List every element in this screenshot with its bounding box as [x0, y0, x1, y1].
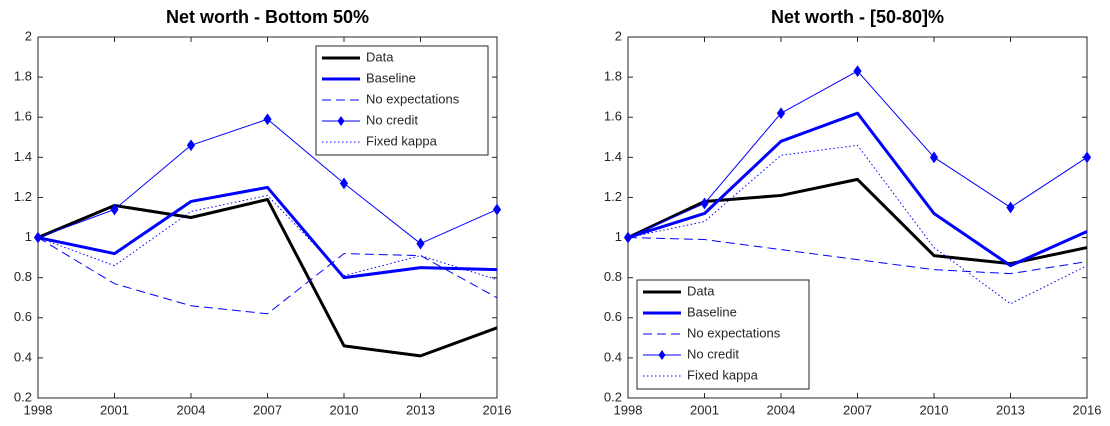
legend-label: Data — [366, 49, 394, 64]
y-tick-label: 1.4 — [14, 149, 32, 164]
x-tick-label: 2004 — [767, 402, 796, 417]
y-tick-label: 0.8 — [14, 269, 32, 284]
point-marker — [492, 203, 502, 216]
legend-marker — [658, 350, 666, 360]
point-marker — [110, 203, 119, 216]
legend-label: Baseline — [687, 304, 737, 319]
legend-label: Data — [687, 283, 715, 298]
x-tick-label: 2007 — [843, 402, 872, 417]
x-tick-label: 2001 — [690, 402, 719, 417]
y-tick-label: 1 — [615, 229, 622, 244]
legend-label: No expectations — [687, 325, 781, 340]
series-line — [627, 111, 1088, 268]
x-tick-label: 2001 — [100, 402, 129, 417]
x-tick-label: 2016 — [1073, 402, 1102, 417]
point-marker — [339, 177, 349, 190]
x-tick-label: 2013 — [406, 402, 435, 417]
legend-label: Fixed kappa — [687, 367, 759, 382]
point-marker — [853, 65, 862, 77]
y-tick-label: 0.6 — [14, 309, 32, 324]
axes-box — [627, 36, 1088, 399]
series-line — [37, 237, 498, 315]
x-tick-label: 2007 — [253, 402, 282, 417]
y-tick-label: 2 — [25, 28, 32, 43]
y-tick-label: 2 — [615, 28, 622, 43]
series-line — [37, 194, 498, 281]
chart-title: Net worth - Bottom 50% — [166, 7, 369, 27]
point-marker — [1006, 201, 1015, 214]
y-tick-label: 1 — [25, 229, 32, 244]
series-line — [627, 177, 1088, 266]
y-tick-label: 1.2 — [14, 189, 32, 204]
y-tick-label: 0.8 — [604, 269, 622, 284]
y-tick-label: 0.4 — [14, 349, 32, 364]
y-tick-label: 1.8 — [14, 69, 32, 84]
x-tick-label: 2010 — [920, 402, 949, 417]
y-tick-label: 1.6 — [604, 109, 622, 124]
point-marker — [623, 231, 633, 244]
y-tick-label: 0.6 — [604, 309, 622, 324]
chart-title: Net worth - [50-80]% — [771, 7, 944, 27]
series-line — [37, 185, 498, 280]
point-marker — [929, 151, 939, 164]
x-tick-label: 2004 — [177, 402, 206, 417]
x-tick-label: 2016 — [483, 402, 512, 417]
series-line — [627, 70, 1088, 239]
legend-label: Baseline — [366, 70, 416, 85]
series-line — [37, 197, 498, 358]
legend-label: No credit — [366, 112, 418, 127]
x-tick-label: 1998 — [24, 402, 53, 417]
x-tick-label: 1998 — [614, 402, 643, 417]
y-tick-label: 1.4 — [604, 149, 622, 164]
y-tick-label: 0.2 — [604, 389, 622, 404]
point-marker — [1082, 151, 1092, 164]
axes-box — [37, 36, 498, 399]
point-marker — [263, 113, 272, 126]
x-tick-label: 2010 — [330, 402, 359, 417]
x-tick-label: 2013 — [996, 402, 1025, 417]
point-marker — [416, 237, 425, 250]
legend-label: Fixed kappa — [366, 133, 438, 148]
y-tick-label: 1.8 — [604, 69, 622, 84]
point-marker — [186, 139, 196, 152]
point-marker — [700, 197, 709, 210]
legend-label: No credit — [687, 346, 739, 361]
y-tick-label: 0.2 — [14, 389, 32, 404]
legend-marker — [337, 116, 345, 126]
series-line — [627, 144, 1088, 305]
y-tick-label: 1.6 — [14, 109, 32, 124]
point-marker — [776, 107, 786, 120]
y-tick-label: 1.2 — [604, 189, 622, 204]
y-tick-label: 0.4 — [604, 349, 622, 364]
legend-box — [315, 45, 489, 156]
legend-label: No expectations — [366, 91, 460, 106]
series-line — [627, 237, 1088, 275]
